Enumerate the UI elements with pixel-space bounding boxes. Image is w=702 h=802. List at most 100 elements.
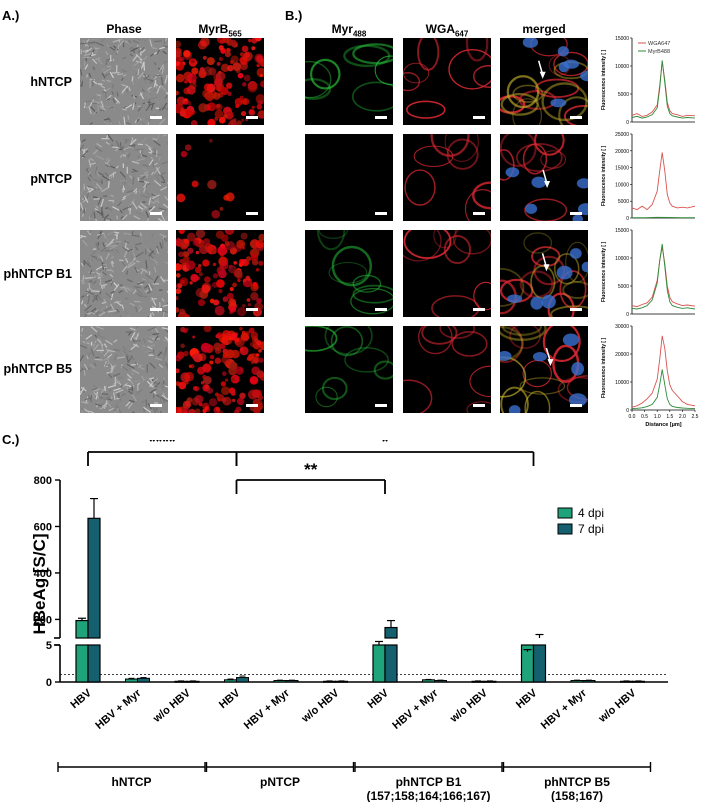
intensity-profile-plot: 0 10000 20000 30000 Fluorescence intensity […: [594, 322, 702, 437]
scale-bar: [570, 212, 582, 215]
col-wga: WGA647: [403, 22, 491, 38]
scale-bar: [246, 404, 258, 407]
bar-lower-segment: [384, 644, 398, 683]
profile-y-tick-label: 5000: [618, 199, 629, 205]
row-label-phntcp-b1: phNTCP B1: [3, 267, 72, 281]
bar: [285, 680, 299, 683]
group-label: pNTCP: [260, 775, 300, 789]
y-tick-label: 400: [34, 568, 52, 580]
significance-label: **: [304, 460, 318, 479]
profile-x-tick-label: 1.0: [654, 414, 661, 420]
col-myrb-sub: 565: [228, 29, 242, 39]
intensity-profile-plot: 0 5000 10000 15000 20000 25000 Fluorescence in…: [594, 130, 702, 245]
x-category-label: HBV + Myr: [390, 687, 441, 732]
scale-bar: [150, 212, 162, 215]
significance-label: *: [382, 440, 389, 451]
profile-legend-label: MyrB488: [648, 49, 670, 55]
scale-bar: [375, 116, 387, 119]
bar: [471, 680, 485, 683]
profile-x-tick-label: 2.0: [679, 414, 686, 420]
micrograph-myr-hntcp: [305, 38, 393, 125]
bar: [384, 626, 398, 639]
x-category-label: HBV: [365, 687, 391, 712]
col-myr-sub: 488: [352, 29, 367, 39]
scale-bar: [375, 308, 387, 311]
x-category-label: HBV + Myr: [93, 687, 144, 732]
bar: [87, 517, 101, 639]
micrograph-phase-pntcp: [80, 134, 168, 221]
profile-x-tick-label: 1.5: [666, 414, 673, 420]
profile-x-tick-label: 2.5: [692, 414, 699, 420]
profile-y-tick-label: 10000: [615, 256, 629, 262]
scale-bar: [473, 308, 485, 311]
scale-bar: [375, 212, 387, 215]
y-tick-label: 200: [34, 614, 52, 626]
intensity-profile-plot: 0 5000 10000 15000 Fluorescence intensity [ …: [594, 34, 702, 149]
micrograph-merged-phntcp-b1: [500, 230, 588, 317]
profile-series-myrb488: [631, 60, 696, 119]
intensity-profile-plot: 0 5000 10000 15000 Fluorescence intensity [ …: [594, 226, 702, 341]
bar: [582, 680, 596, 683]
col-wga-sub: 647: [454, 29, 469, 39]
bar: [570, 680, 584, 683]
scale-bar: [150, 404, 162, 407]
profile-y-tick-label: 15000: [615, 228, 629, 234]
profile-y-tick-label: 0: [626, 408, 629, 414]
x-category-label: HBV + Myr: [539, 687, 590, 732]
scale-bar: [570, 116, 582, 119]
col-phase: Phase: [106, 22, 142, 36]
profile-series-wga647: [631, 152, 696, 211]
legend-swatch: [557, 523, 573, 535]
bar: [137, 677, 150, 683]
bar-lower-segment: [75, 644, 89, 683]
micrograph-phase-hntcp: [80, 38, 168, 125]
profile-y-tick-label: 10000: [615, 380, 629, 386]
bar: [125, 678, 138, 683]
row-label-pntcp: pNTCP: [30, 172, 72, 186]
profile-y-label: Fluorescence intensity [ ]: [601, 50, 607, 111]
panel-c-letter: C.): [2, 432, 20, 447]
scale-bar: [150, 308, 162, 311]
profile-y-label: Fluorescence intensity [ ]: [601, 146, 607, 207]
x-category-label: w/o HBV: [447, 687, 490, 726]
bar: [186, 680, 200, 683]
panel-b-letter: B.): [285, 8, 303, 23]
col-wga-text: WGA: [425, 22, 455, 36]
col-myrb: MyrB565: [176, 22, 264, 38]
bar-lower-segment: [87, 644, 101, 683]
profile-legend-label: WGA647: [648, 41, 670, 47]
profile-x-tick-label: 0.5: [641, 414, 648, 420]
panel-a-letter: A.): [2, 8, 20, 23]
x-category-label: HBV + Myr: [242, 687, 293, 732]
bar-lower-segment: [372, 644, 386, 683]
bar: [236, 677, 249, 683]
group-sublabel: (157;158;164;166;167): [366, 789, 490, 802]
bar-lower-segment: [532, 644, 547, 683]
bar: [323, 680, 336, 683]
x-category-label: HBV: [514, 687, 540, 712]
micrograph-myrb-hntcp: [176, 38, 264, 125]
scale-bar: [473, 212, 485, 215]
micrograph-myr-pntcp: [305, 134, 393, 221]
micrograph-merged-pntcp: [500, 134, 588, 221]
micrograph-wga-phntcp-b5: [403, 326, 491, 413]
col-merged: merged: [522, 22, 566, 36]
col-myr: Myr488: [305, 22, 393, 38]
y-tick-label: 0: [46, 677, 52, 689]
profile-y-tick-label: 5000: [618, 284, 629, 290]
bar: [483, 680, 497, 683]
profile-y-tick-label: 10000: [615, 182, 629, 188]
scale-bar: [246, 116, 258, 119]
legend-swatch: [557, 507, 573, 519]
x-category-label: w/o HBV: [150, 687, 193, 726]
bar: [174, 680, 188, 683]
micrograph-myrb-phntcp-b1: [176, 230, 264, 317]
micrograph-wga-pntcp: [403, 134, 491, 221]
y-tick-label: 5: [46, 640, 52, 652]
bar: [422, 679, 435, 683]
profile-y-tick-label: 0: [626, 120, 629, 126]
x-category-label: w/o HBV: [596, 687, 639, 726]
row-label-phntcp-b5: phNTCP B5: [3, 362, 72, 376]
bar: [224, 679, 237, 683]
